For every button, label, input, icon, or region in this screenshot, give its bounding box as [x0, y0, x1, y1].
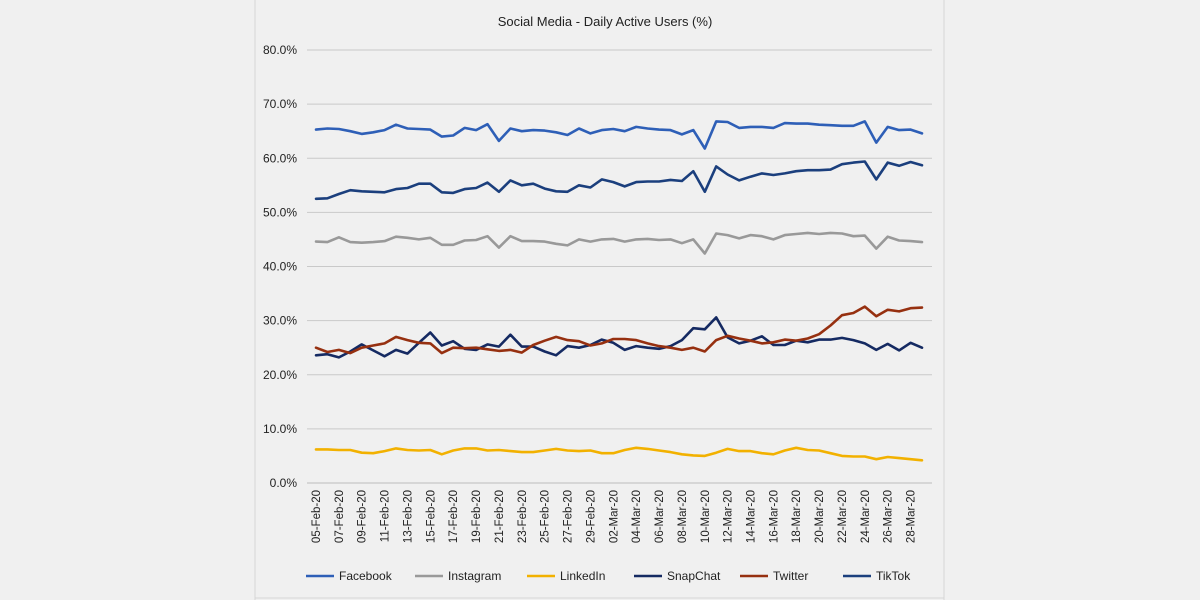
x-tick-label: 12-Mar-20 — [723, 490, 735, 543]
y-tick-label: 20.0% — [263, 368, 297, 382]
x-tick-label: 23-Feb-20 — [517, 490, 529, 543]
x-tick-label: 16-Mar-20 — [768, 490, 780, 543]
series-line-tiktok — [314, 160, 924, 201]
x-tick-label: 28-Mar-20 — [906, 490, 918, 543]
x-tick-label: 21-Feb-20 — [494, 490, 506, 543]
y-tick-label: 30.0% — [263, 314, 297, 328]
x-tick-label: 10-Mar-20 — [700, 490, 712, 543]
x-tick-label: 08-Mar-20 — [677, 490, 689, 543]
x-axis: 05-Feb-20 07-Feb-20 09-Feb-20 11-Feb-20 13-F… — [311, 490, 918, 543]
x-tick-label: 27-Feb-20 — [563, 490, 575, 543]
x-tick-label: 11-Feb-20 — [380, 490, 392, 542]
x-tick-label: 02-Mar-20 — [608, 490, 620, 543]
series-line-snapchat — [314, 316, 924, 359]
y-tick-label: 40.0% — [263, 260, 297, 274]
series-line-instagram — [314, 231, 924, 255]
x-tick-label: 24-Mar-20 — [860, 490, 872, 543]
series-lines — [314, 120, 924, 462]
x-tick-label: 25-Feb-20 — [540, 490, 552, 543]
x-tick-label: 06-Mar-20 — [654, 490, 666, 543]
legend-label: LinkedIn — [560, 569, 605, 583]
x-tick-label: 04-Mar-20 — [631, 490, 643, 543]
series-line-twitter — [314, 305, 924, 355]
y-tick-label: 0.0% — [270, 476, 298, 490]
y-tick-label: 80.0% — [263, 43, 297, 57]
legend-label: Twitter — [773, 569, 808, 583]
x-tick-label: 15-Feb-20 — [425, 490, 437, 543]
series-line-linkedin — [314, 446, 924, 462]
x-tick-label: 07-Feb-20 — [334, 490, 346, 543]
x-tick-label: 14-Mar-20 — [745, 490, 757, 543]
x-tick-label: 20-Mar-20 — [814, 490, 826, 543]
x-tick-label: 19-Feb-20 — [471, 490, 483, 543]
y-tick-label: 10.0% — [263, 422, 297, 436]
x-tick-label: 13-Feb-20 — [402, 490, 414, 543]
chart-title: Social Media - Daily Active Users (%) — [498, 14, 713, 29]
x-tick-label: 09-Feb-20 — [357, 490, 369, 543]
x-tick-label: 05-Feb-20 — [311, 490, 323, 543]
y-tick-label: 50.0% — [263, 205, 297, 219]
y-axis: 0.0% 10.0% 20.0% 30.0% 40.0% 50.0% 60.0% 70.0% 8… — [263, 43, 297, 490]
legend: Facebook Instagram LinkedIn SnapChat Twitter… — [306, 569, 911, 583]
gridlines — [307, 49, 932, 484]
legend-label: TikTok — [876, 569, 911, 583]
y-tick-label: 70.0% — [263, 97, 297, 111]
legend-label: SnapChat — [667, 569, 721, 583]
y-tick-label: 60.0% — [263, 151, 297, 165]
legend-label: Facebook — [339, 569, 393, 583]
legend-label: Instagram — [448, 569, 501, 583]
series-line-facebook — [314, 120, 924, 150]
x-tick-label: 26-Mar-20 — [883, 490, 895, 543]
x-tick-label: 18-Mar-20 — [791, 490, 803, 543]
x-tick-label: 17-Feb-20 — [448, 490, 460, 543]
x-tick-label: 29-Feb-20 — [585, 490, 597, 543]
x-tick-label: 22-Mar-20 — [837, 490, 849, 543]
